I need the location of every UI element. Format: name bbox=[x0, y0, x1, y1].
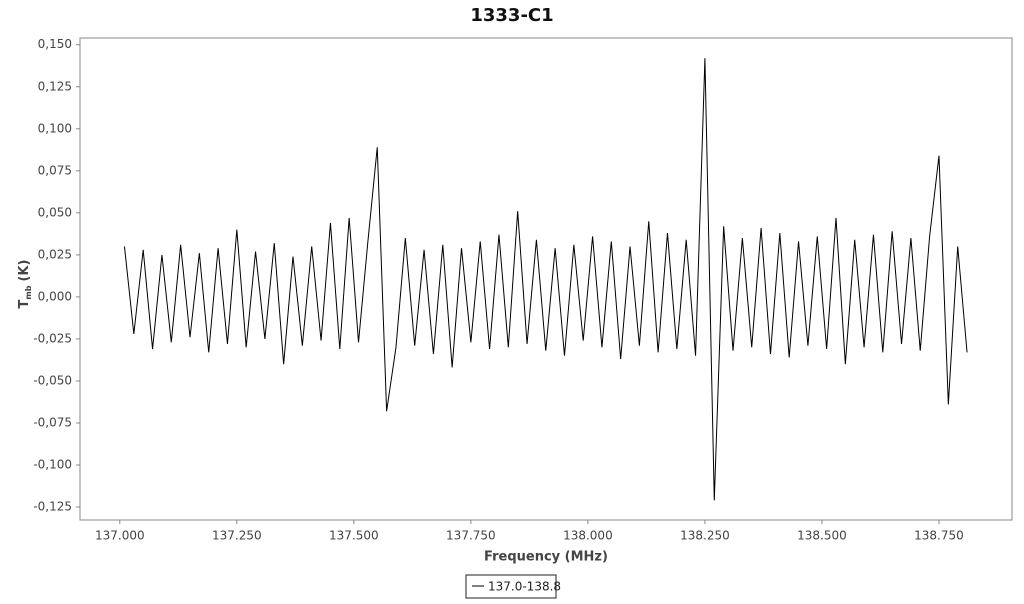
plot-frame bbox=[79, 37, 1013, 521]
spectrum-line bbox=[123, 58, 968, 501]
y-tick-label: 0,025 bbox=[38, 247, 72, 261]
y-axis-label: Tmb (K) bbox=[17, 260, 33, 309]
y-label-sub: mb bbox=[24, 285, 33, 299]
legend-box bbox=[465, 574, 557, 599]
y-label-unit: (K) bbox=[17, 260, 32, 282]
y-tick-label: -0,100 bbox=[33, 458, 72, 472]
x-tick-label: 138.250 bbox=[680, 529, 730, 543]
y-tick-label: -0,125 bbox=[33, 500, 72, 514]
y-label-main: T bbox=[17, 299, 32, 308]
chart-title: 1333-C1 bbox=[470, 5, 553, 26]
y-tick-label: -0,050 bbox=[33, 373, 72, 387]
x-tick-label: 137.750 bbox=[446, 529, 496, 543]
legend-label: 137.0-138.8 bbox=[488, 580, 561, 594]
x-tick-label: 138.500 bbox=[797, 529, 847, 543]
y-tick-label: -0,025 bbox=[33, 331, 72, 345]
svg-text:Tmb(K): Tmb (K) bbox=[17, 260, 33, 309]
x-tick-label: 138.000 bbox=[563, 529, 613, 543]
x-tick-label: 138.750 bbox=[914, 529, 964, 543]
y-tick-label: 0,100 bbox=[38, 121, 72, 135]
y-tick-label: 0,050 bbox=[38, 205, 72, 219]
y-tick-label: 0,075 bbox=[38, 163, 72, 177]
x-tick-label: 137.250 bbox=[212, 529, 262, 543]
y-tick-label: 0,150 bbox=[38, 37, 72, 51]
x-tick-label: 137.500 bbox=[329, 529, 379, 543]
y-tick-label: 0,125 bbox=[38, 79, 72, 93]
x-tick-label: 137.000 bbox=[95, 529, 145, 543]
y-tick-label: -0,075 bbox=[33, 415, 72, 429]
y-tick-label: 0,000 bbox=[38, 289, 72, 303]
x-axis-label: Frequency (MHz) bbox=[484, 550, 608, 565]
